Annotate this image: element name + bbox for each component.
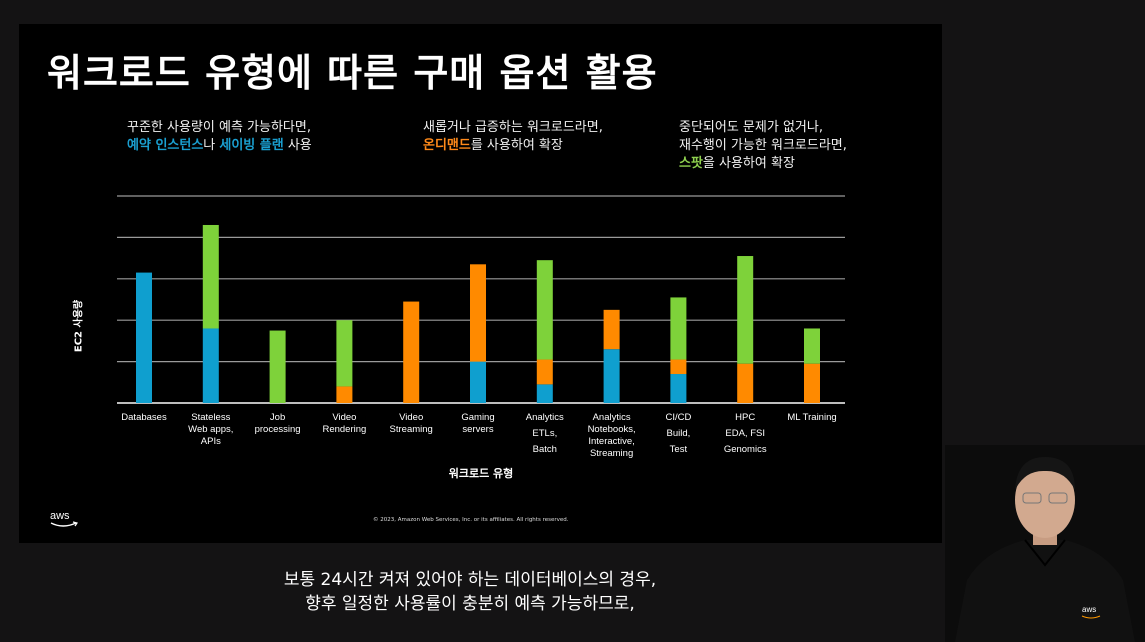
subtitle-line-1: 보통 24시간 켜져 있어야 하는 데이터베이스의 경우, — [283, 570, 657, 590]
x-tick-label: Rendering — [322, 424, 366, 435]
bar-segment — [202, 328, 219, 403]
x-tick-label: Build, — [667, 428, 691, 439]
x-tick-label: Batch — [533, 444, 557, 455]
highlight-on-demand: 온디맨드 — [423, 138, 471, 153]
bar-segment — [202, 224, 219, 329]
bar-segment — [603, 349, 620, 403]
bar-segment — [603, 309, 620, 350]
presenter-shirt — [955, 540, 1135, 642]
x-tick-label: ML Training — [787, 412, 836, 423]
x-tick-label: Job — [270, 412, 285, 423]
svg-text:aws: aws — [50, 510, 70, 522]
bar-segment — [536, 359, 553, 385]
bar-segment — [336, 386, 353, 403]
x-tick-label: Streaming — [590, 448, 633, 459]
bar-segment — [536, 384, 553, 403]
bar-segment — [804, 328, 820, 364]
note-line: 중단되어도 문제가 없거나, — [679, 120, 823, 135]
x-tick-label: EDA, FSI — [725, 428, 765, 439]
note-text: 을 사용하여 확장 — [702, 156, 795, 171]
x-tick-label: Genomics — [724, 444, 767, 455]
x-tick-label: HPC — [735, 412, 755, 423]
x-tick-label: Web apps, — [188, 424, 233, 435]
highlight-savings-plans: 세이빙 플랜 — [219, 138, 284, 153]
x-tick-label: Test — [670, 444, 688, 455]
note-text: 사용 — [283, 138, 312, 153]
note-spot: 중단되어도 문제가 없거나, 재수행이 가능한 워크로드라면, 스팟을 사용하여… — [679, 119, 847, 173]
note-reserved: 꾸준한 사용량이 예측 가능하다면, 예약 인스턴스나 세이빙 플랜 사용 — [127, 119, 312, 155]
note-text: 나 — [203, 138, 220, 153]
note-line: 예약 인스턴스나 세이빙 플랜 사용 — [127, 137, 312, 155]
subtitle-line-2: 향후 일정한 사용률이 충분히 예측 가능하므로, — [305, 594, 635, 614]
bar-segment — [804, 363, 820, 403]
bar-segment — [670, 297, 687, 360]
x-tick-label: Stateless — [191, 412, 230, 423]
aws-logo-icon: aws — [50, 510, 78, 527]
bar-segment — [136, 272, 152, 403]
bar-segment — [470, 361, 486, 403]
bar-segment — [536, 260, 553, 360]
x-tick-label: processing — [255, 424, 301, 435]
bar-segment — [670, 374, 687, 403]
x-tick-label: Analytics — [526, 412, 564, 423]
y-axis-label: EC2 사용량 — [73, 299, 85, 353]
note-line: 새롭거나 급증하는 워크로드라면, — [423, 120, 603, 135]
x-tick-label: Streaming — [390, 424, 433, 435]
slide-title: 워크로드 유형에 따른 구매 옵션 활용 — [47, 51, 658, 95]
x-tick-label: Analytics — [593, 412, 631, 423]
bar-segment — [670, 359, 687, 375]
note-line: 온디맨드를 사용하여 확장 — [423, 137, 603, 155]
highlight-reserved-instances: 예약 인스턴스 — [127, 138, 204, 153]
bar-segment — [470, 264, 486, 362]
highlight-spot: 스팟 — [679, 156, 703, 171]
note-line: 스팟을 사용하여 확장 — [679, 155, 847, 173]
presenter-video: aws — [945, 445, 1145, 642]
bar-segment — [737, 256, 754, 364]
x-tick-label: Video — [399, 412, 423, 423]
note-line: 꾸준한 사용량이 예측 가능하다면, — [127, 120, 311, 135]
x-tick-label: servers — [462, 424, 493, 435]
bar-segment — [403, 301, 420, 403]
shirt-logo: aws — [1082, 605, 1096, 614]
x-tick-label: ETLs, — [532, 428, 557, 439]
x-tick-label: APIs — [201, 436, 221, 447]
x-tick-label: Databases — [121, 412, 167, 423]
bar-segment — [737, 363, 754, 403]
x-axis-label: 워크로드 유형 — [448, 467, 514, 480]
x-tick-label: Interactive, — [588, 436, 634, 447]
bar-segment — [269, 330, 286, 403]
presenter-face — [1015, 462, 1075, 538]
copyright-text: © 2023, Amazon Web Services, Inc. or its… — [373, 517, 569, 523]
slide: 워크로드 유형에 따른 구매 옵션 활용 꾸준한 사용량이 예측 가능하다면, … — [19, 24, 942, 543]
x-tick-label: Notebooks, — [588, 424, 636, 435]
note-ondemand: 새롭거나 급증하는 워크로드라면, 온디맨드를 사용하여 확장 — [423, 119, 603, 155]
x-tick-label: CI/CD — [665, 412, 691, 423]
note-text: 를 사용하여 확장 — [470, 138, 563, 153]
bar-segment — [336, 320, 353, 387]
x-tick-label: Gaming — [461, 412, 494, 423]
x-tick-label: Video — [332, 412, 356, 423]
note-line: 재수행이 가능한 워크로드라면, — [679, 138, 847, 153]
